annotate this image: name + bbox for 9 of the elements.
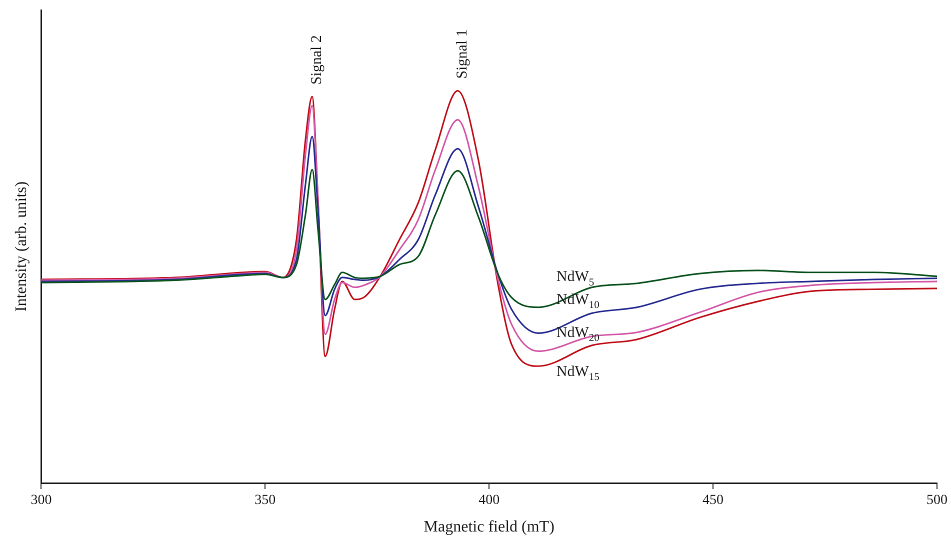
x-tick-label: 500 [926,493,948,508]
x-tick-label: 400 [478,493,500,508]
annotation: Signal 2 [309,35,326,85]
x-axis-title: Magnetic field (mT) [424,518,554,536]
annotation: Signal 1 [454,29,471,79]
y-axis-title: Intensity (arb. units) [12,181,30,312]
x-tick-label: 300 [30,493,52,508]
x-tick-label: 350 [254,493,276,508]
x-tick-label: 450 [702,493,724,508]
